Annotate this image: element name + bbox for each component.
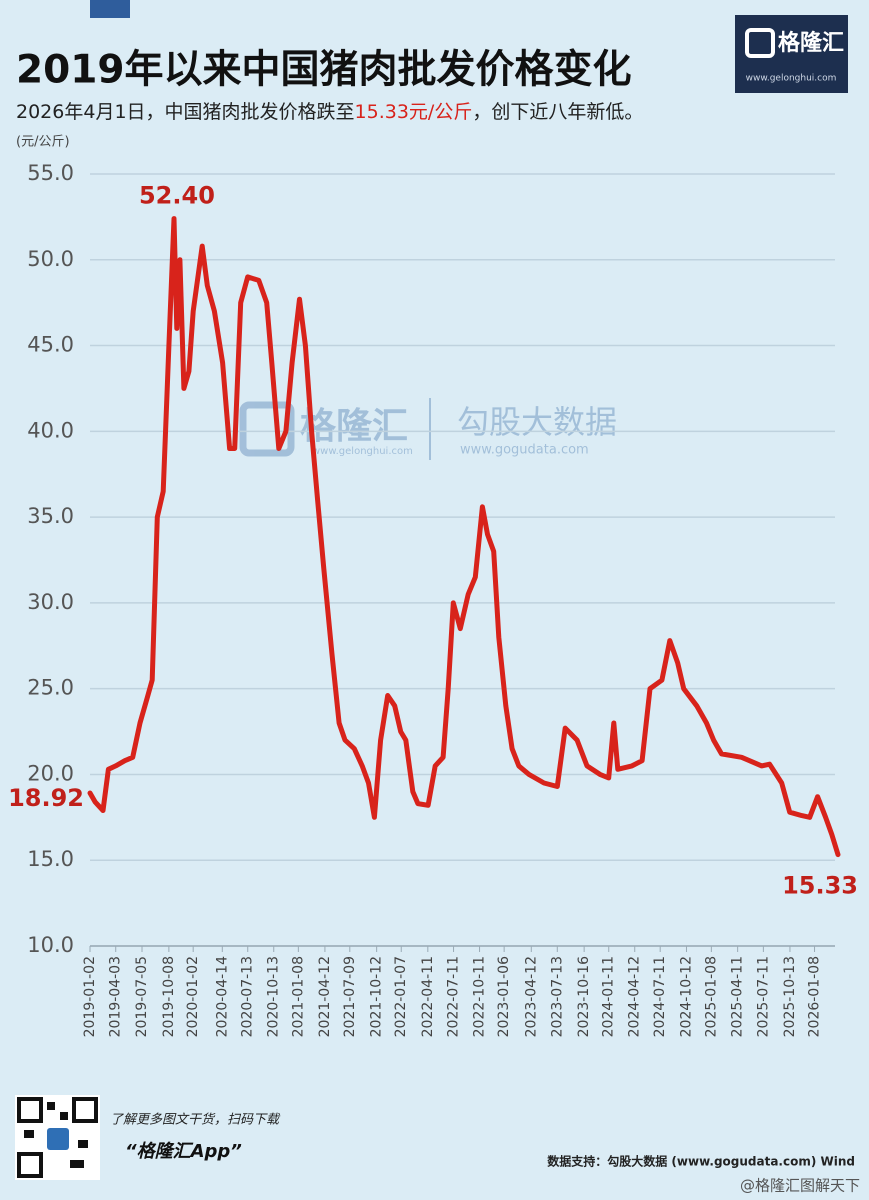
x-tick-label: 2019-01-02 (82, 956, 98, 1037)
x-tick-label: 2025-01-08 (703, 956, 719, 1037)
y-tick-label: 25.0 (27, 676, 74, 700)
watermark-icon (239, 401, 295, 457)
subtitle: 2026年4月1日，中国猪肉批发价格跌至15.33元/公斤，创下近八年新低。 (16, 101, 643, 123)
qr-dot (60, 1112, 68, 1120)
y-tick-label: 35.0 (27, 504, 74, 528)
logo-url: www.gelonghui.com (746, 74, 837, 84)
qr-dot (78, 1140, 88, 1148)
subtitle-part: ，创下近八年新低。 (472, 101, 643, 123)
x-tick-label: 2022-04-11 (420, 956, 436, 1037)
value-label: 15.33 (782, 872, 858, 900)
y-tick-label: 50.0 (27, 247, 74, 271)
qr-code (15, 1095, 100, 1180)
price-line (87, 216, 841, 858)
x-tick-label: 2023-10-16 (576, 956, 592, 1037)
x-tick-label: 2024-01-11 (601, 956, 617, 1037)
x-tick-label: 2023-07-13 (549, 956, 565, 1037)
x-tick-label: 2025-10-13 (782, 956, 798, 1037)
qr-dot (70, 1160, 84, 1168)
logo-icon (745, 28, 775, 58)
watermark-url: www.gelonghui.com (312, 446, 413, 457)
x-tick-label: 2021-04-12 (317, 956, 333, 1037)
x-tick-label: 2019-10-08 (161, 956, 177, 1037)
watermark-url: www.gogudata.com (460, 443, 589, 458)
source: 数据支持：勾股大数据 (www.gogudata.com) Wind (547, 1154, 855, 1169)
chart-title: 2019年以来中国猪肉批发价格变化 (16, 48, 632, 93)
subtitle-highlight: 15.33元/公斤 (355, 101, 473, 123)
qr-finder (72, 1097, 98, 1123)
credit: @格隆汇图解天下 (740, 1177, 860, 1195)
y-axis-label: (元/公斤) (16, 135, 70, 150)
watermark: 格隆汇 www.gelonghui.com 勾股大数据 www.gogudata… (239, 398, 617, 460)
x-tick-label: 2025-07-11 (755, 956, 771, 1037)
qr-finder (17, 1097, 43, 1123)
y-tick-label: 55.0 (27, 161, 74, 185)
qr-caption: 了解更多图文干货，扫码下载 (110, 1112, 281, 1128)
app-name: “格隆汇App” (125, 1141, 242, 1162)
watermark-text: 格隆汇 (300, 406, 408, 447)
x-tick-label: 2023-01-06 (496, 956, 512, 1037)
logo-text: 格隆汇 (778, 30, 844, 56)
x-tick-label: 2024-04-12 (627, 956, 643, 1037)
x-tick-label: 2021-10-12 (369, 956, 385, 1037)
qr-dot (47, 1102, 55, 1110)
x-tick-label: 2025-04-11 (730, 956, 746, 1037)
x-tick-label: 2020-10-13 (266, 956, 282, 1037)
x-tick-label: 2022-01-07 (393, 956, 409, 1037)
y-tick-label: 40.0 (27, 418, 74, 442)
y-tick-label: 20.0 (27, 761, 74, 785)
x-tick-label: 2023-04-12 (523, 956, 539, 1037)
y-tick-label: 45.0 (27, 333, 74, 357)
x-tick-label: 2024-10-12 (678, 956, 694, 1037)
x-tick-label: 2022-07-11 (446, 956, 462, 1037)
corner-block (90, 0, 130, 18)
axes: 10.0 15.0 20.0 25.0 30.0 35.0 40.0 45.0 50.0 55.0… (27, 161, 835, 1037)
qr-logo (47, 1128, 69, 1150)
y-tick-label: 30.0 (27, 590, 74, 614)
qr-finder (17, 1152, 43, 1178)
x-tick-label: 2020-07-13 (240, 956, 256, 1037)
y-tick-label: 15.0 (27, 847, 74, 871)
y-tick-label: 10.0 (27, 933, 74, 957)
value-label: 52.40 (139, 182, 215, 210)
x-tick-label: 2024-07-11 (652, 956, 668, 1037)
x-tick-label: 2020-04-14 (214, 956, 230, 1037)
subtitle-part: 2026年4月1日，中国猪肉批发价格跌至 (16, 101, 355, 123)
x-tick-label: 2019-07-05 (134, 956, 150, 1037)
x-tick-label: 2022-10-11 (472, 956, 488, 1037)
x-tick-label: 2026-01-08 (807, 956, 823, 1037)
x-tick-label: 2020-01-02 (185, 956, 201, 1037)
value-label: 18.92 (8, 784, 84, 812)
watermark-text: 勾股大数据 (457, 403, 617, 441)
x-tick-label: 2019-04-03 (108, 956, 124, 1037)
logo: 格隆汇 www.gelonghui.com (735, 15, 848, 93)
x-tick-label: 2021-01-08 (290, 956, 306, 1037)
x-tick-label: 2021-07-09 (342, 956, 358, 1037)
qr-dot (24, 1130, 34, 1138)
